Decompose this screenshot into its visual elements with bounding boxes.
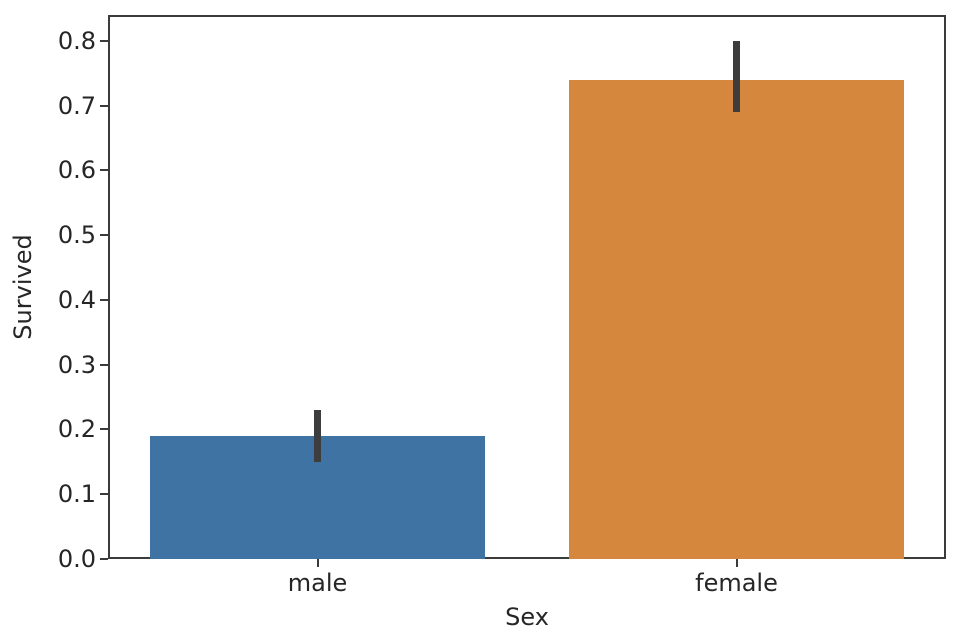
y-tick-mark: [100, 558, 108, 560]
y-tick-mark: [100, 298, 108, 301]
y-tick-mark: [100, 234, 108, 237]
x-tick-label-female: female: [695, 569, 778, 597]
y-tick-label: 0.7: [57, 91, 96, 120]
bar-female: [568, 79, 905, 559]
y-tick-label: 0.4: [57, 285, 96, 314]
y-tick-label: 0.6: [57, 156, 96, 185]
y-tick-mark: [100, 363, 108, 366]
y-tick-mark: [100, 39, 108, 42]
x-axis-label: Sex: [505, 603, 549, 631]
y-tick-label: 0.1: [57, 480, 96, 509]
plot-area: 0.0 0.1 0.2 0.3 0.4 0.5 0.6 0.7 0.8 male female: [58, 15, 946, 597]
x-tick-mark: [316, 559, 319, 567]
y-tick-label: 0.2: [57, 415, 96, 444]
y-tick-label: 0.0: [57, 545, 96, 573]
error-bar-male: [314, 410, 321, 462]
y-tick-mark: [100, 104, 108, 107]
y-tick-mark: [100, 493, 108, 496]
y-tick-label: 0.5: [57, 221, 96, 250]
x-tick-mark: [735, 559, 738, 567]
y-tick-label: 0.3: [57, 350, 96, 379]
error-bar-female: [733, 40, 740, 113]
y-tick-label: 0.8: [57, 26, 96, 55]
y-tick-mark: [100, 169, 108, 172]
y-tick-mark: [100, 428, 108, 431]
x-tick-label-male: male: [287, 569, 348, 597]
